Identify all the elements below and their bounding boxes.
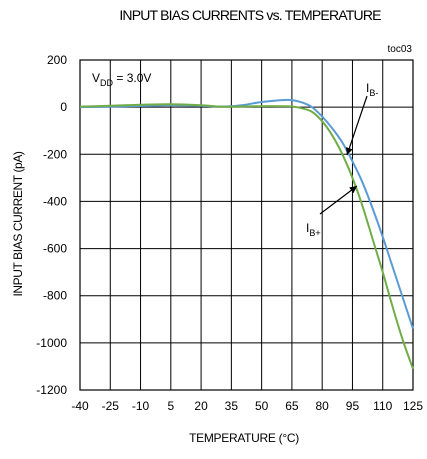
label-arrow-ib-minus	[345, 95, 368, 156]
annotations: VDD = 3.0V IB- IB+	[92, 71, 378, 238]
y-tick-label: 0	[60, 100, 67, 114]
x-tick-label: 5	[167, 399, 174, 413]
chart-id-label: toc03	[388, 44, 413, 55]
y-tick-label: -800	[43, 289, 67, 303]
y-tick-label: -1200	[36, 383, 67, 397]
x-tick-label: 50	[255, 399, 269, 413]
x-tick-label: 95	[346, 399, 360, 413]
series-line-ib-plus	[79, 103, 414, 370]
x-axis-title: TEMPERATURE (°C)	[189, 431, 299, 445]
condition-label: VDD = 3.0V	[92, 71, 151, 88]
y-tick-label: -200	[43, 147, 67, 161]
x-tick-label: -40	[71, 399, 89, 413]
x-tick-label: 20	[194, 399, 208, 413]
x-tick-label: -10	[132, 399, 150, 413]
series-label-ib-minus: IB-	[366, 81, 378, 98]
x-tick-label: -25	[102, 399, 120, 413]
x-tick-label: 110	[373, 399, 392, 413]
x-tick-label: 125	[403, 399, 423, 413]
chart-title: INPUT BIAS CURRENTS vs. TEMPERATURE	[119, 7, 381, 23]
series-label-ib-plus: IB+	[306, 221, 321, 238]
x-tick-label: 65	[285, 399, 299, 413]
y-tick-label: -1000	[36, 336, 67, 350]
y-axis-title: INPUT BIAS CURRENT (pA)	[11, 151, 25, 296]
y-tick-label: -600	[43, 242, 67, 256]
plot-frame	[79, 59, 414, 391]
series-group	[79, 98, 414, 370]
label-arrow-ib-plus	[319, 185, 358, 215]
tick-labels: -40 -25 -10 5 20 35 50 65 80 95 110 125 200 0 -200 -400…	[36, 53, 423, 413]
series-line-ib-minus	[79, 98, 414, 330]
y-tick-label: -400	[43, 194, 67, 208]
x-tick-label: 80	[316, 399, 330, 413]
y-tick-label: 200	[47, 53, 67, 67]
x-tick-label: 35	[225, 399, 239, 413]
